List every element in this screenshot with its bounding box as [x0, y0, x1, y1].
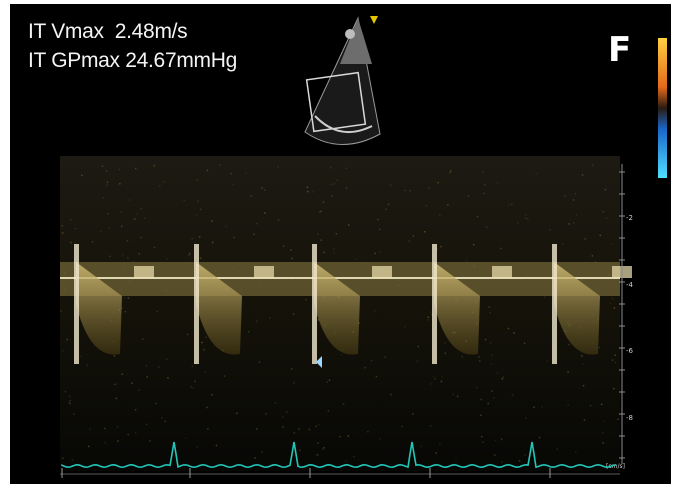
inflow-signal [134, 266, 154, 278]
regurgitant-envelope [76, 262, 122, 355]
time-axis-ticks [61, 468, 551, 478]
valve-click-spike [194, 244, 199, 364]
valve-click-spike [432, 244, 437, 364]
scale-tick-label: -8 [626, 414, 633, 422]
valve-click-spike [312, 244, 317, 364]
speckle-texture [60, 164, 621, 463]
doppler-display: -2 -4 -6 -8 [cm/s] [60, 16, 667, 478]
doppler-sweeps [74, 244, 632, 368]
inflow-signal [492, 266, 512, 278]
regurgitant-envelope [196, 262, 242, 355]
baseline-unit-label: [cm/s] [606, 463, 625, 470]
inflow-signal [372, 266, 392, 278]
echo-doppler-frame: IT Vmax 2.48m/s IT GPmax 24.67mmHg F [10, 4, 671, 484]
cursor-marker [316, 356, 322, 368]
echo-sector-thumbnail-icon [304, 16, 381, 145]
valve-click-spike [552, 244, 557, 364]
inflow-signal [254, 266, 274, 278]
it-gpmax-label: IT GPmax 24.67mmHg [28, 49, 237, 72]
regurgitant-envelope [434, 262, 480, 355]
velocity-scale: -2 -4 -6 -8 [cm/s] [606, 164, 634, 470]
ecg-trace [61, 441, 617, 469]
scale-tick-label: -6 [626, 347, 634, 355]
valve-click-spike [74, 244, 79, 364]
regurgitant-envelope [314, 262, 360, 355]
panel-letter: F [608, 30, 632, 70]
scale-tick-label: -2 [626, 214, 633, 222]
it-vmax-label: IT Vmax 2.48m/s [28, 20, 188, 43]
scale-tick-label: -4 [626, 281, 634, 289]
regurgitant-envelope [554, 262, 600, 355]
color-scale-bar-icon [658, 38, 667, 178]
